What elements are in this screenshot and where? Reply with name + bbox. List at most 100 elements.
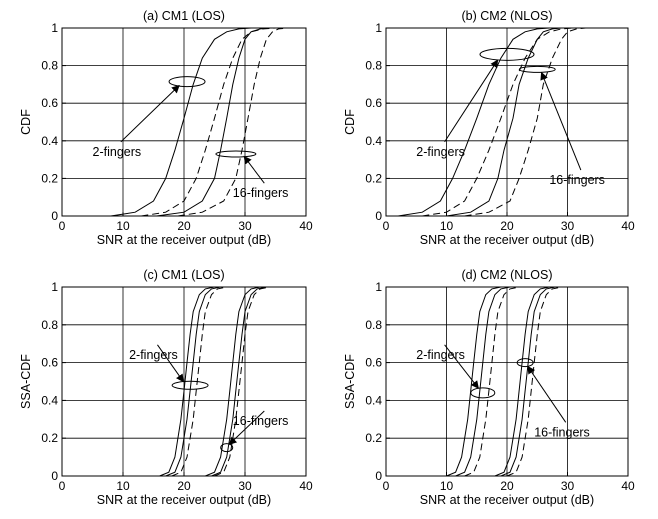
annotation-arrow [228, 410, 265, 445]
cdf-curve-2-fingers-solid [446, 286, 502, 477]
x-tick-label: 20 [177, 219, 191, 233]
chart-title: (b) CM2 (NLOS) [462, 9, 553, 23]
y-tick-label: 1 [375, 280, 382, 294]
annotation-ellipse [518, 65, 556, 73]
annotation-arrow [157, 344, 184, 383]
chart-panel-3: (c) CM1 (LOS) 0 10 20 30 40 0 0.2 0.4 0.6 0.8 1 SNR … [19, 268, 313, 507]
y-tick-label: 0 [51, 209, 58, 223]
annotation-arrow [243, 155, 265, 184]
annotation-ellipse [215, 150, 257, 158]
cdf-curve-16-fingers-solid [500, 286, 556, 477]
x-tick-label: 10 [116, 219, 130, 233]
annotation-arrow [540, 71, 582, 171]
cdf-curve-16-fingers-dashed [177, 27, 288, 217]
x-tick-label: 30 [238, 219, 252, 233]
plot-frame [385, 27, 629, 217]
cdf-curve-16-fingers-solid [205, 286, 261, 477]
y-axis-label: CDF [19, 109, 33, 135]
y-tick-label: 0.6 [41, 96, 58, 110]
annotation-ellipse [479, 47, 535, 61]
y-tick-label: 0.6 [41, 356, 58, 370]
x-tick-label: 10 [116, 479, 130, 493]
annotation-arrow [444, 344, 479, 389]
y-tick-label: 0.4 [41, 393, 58, 407]
y-tick-label: 0.6 [365, 356, 382, 370]
annotation-label: 2-fingers [129, 348, 178, 362]
x-tick-label: 40 [621, 479, 635, 493]
cdf-curve-16-fingers-dashed [464, 27, 586, 217]
annotation-arrow [444, 59, 499, 143]
annotation-ellipse [470, 387, 496, 399]
x-tick-label: 0 [383, 219, 390, 233]
x-axis-label: SNR at the receiver output (dB) [420, 233, 594, 247]
y-tick-label: 0.8 [365, 318, 382, 332]
annotation-arrow [120, 84, 180, 143]
cdf-curve-2-fingers-solid [159, 286, 215, 477]
x-tick-label: 40 [299, 219, 313, 233]
y-tick-label: 1 [375, 21, 382, 35]
cdf-curve-16-fingers-solid [446, 27, 562, 217]
cdf-curve-16-fingers-solid [211, 286, 267, 477]
annotation-arrow [527, 365, 567, 423]
annotation-label: 16-fingers [549, 173, 605, 187]
plot-frame [61, 27, 307, 217]
x-tick-label: 30 [561, 219, 575, 233]
y-tick-label: 1 [51, 280, 58, 294]
annotation-label: 2-fingers [416, 145, 465, 159]
x-tick-label: 0 [383, 479, 390, 493]
x-tick-label: 10 [440, 479, 454, 493]
x-tick-label: 20 [500, 479, 514, 493]
y-tick-label: 0.4 [41, 134, 58, 148]
y-tick-label: 1 [51, 21, 58, 35]
cdf-curve-2-fingers-solid [165, 286, 221, 477]
cdf-curve-2-fingers-dashed [422, 27, 574, 217]
y-axis-label: SSA-CDF [343, 354, 357, 409]
annotation-label: 2-fingers [416, 348, 465, 362]
y-tick-label: 0.6 [365, 96, 382, 110]
annotation-label: 16-fingers [534, 425, 590, 439]
y-tick-label: 0.8 [41, 318, 58, 332]
annotation-ellipse [220, 443, 234, 453]
y-tick-label: 0.8 [41, 59, 58, 73]
annotation-label: 16-fingers [233, 186, 289, 200]
plot-frame [385, 286, 629, 477]
annotation-label: 2-fingers [93, 145, 142, 159]
x-tick-label: 0 [59, 219, 66, 233]
plot-frame [61, 286, 307, 477]
y-tick-label: 0.2 [365, 171, 382, 185]
chart-panel-1: (a) CM1 (LOS) 0 10 20 30 40 0 0.2 0.4 0.6 0.8 1 SNR … [19, 9, 313, 247]
x-axis-label: SNR at the receiver output (dB) [97, 233, 271, 247]
chart-title: (a) CM1 (LOS) [143, 9, 225, 23]
chart-panel-2: (b) CM2 (NLOS) 0 10 20 30 40 0 0.2 0.4 0.6 0.8 1 SNR… [343, 9, 635, 247]
cdf-curve-16-fingers-solid [156, 27, 270, 217]
x-tick-label: 40 [621, 219, 635, 233]
x-axis-label: SNR at the receiver output (dB) [97, 493, 271, 507]
cdf-curve-2-fingers-dashed [464, 286, 520, 477]
y-tick-label: 0.2 [41, 431, 58, 445]
y-tick-label: 0.4 [365, 134, 382, 148]
annotation-label: 16-fingers [233, 414, 289, 428]
y-tick-label: 0 [375, 469, 382, 483]
cdf-curve-2-fingers-dashed [171, 286, 227, 477]
y-axis-label: SSA-CDF [19, 354, 33, 409]
x-tick-label: 20 [177, 479, 191, 493]
chart-title: (c) CM1 (LOS) [143, 268, 224, 282]
cdf-curve-16-fingers-solid [494, 286, 550, 477]
y-tick-label: 0.4 [365, 393, 382, 407]
x-tick-label: 0 [59, 479, 66, 493]
x-tick-label: 20 [500, 219, 514, 233]
x-tick-label: 40 [299, 479, 313, 493]
annotation-ellipse [171, 380, 209, 390]
x-tick-label: 10 [440, 219, 454, 233]
cdf-curve-2-fingers-solid [110, 27, 252, 217]
x-tick-label: 30 [561, 479, 575, 493]
y-tick-label: 0.2 [365, 431, 382, 445]
cdf-curve-16-fingers-dashed [214, 286, 270, 477]
chart-panel-4: (d) CM2 (NLOS) 0 10 20 30 40 0 0.2 0.4 0.6 0.8 1 SNR… [343, 268, 635, 507]
annotation-ellipse [168, 76, 206, 88]
cdf-curve-16-fingers-dashed [506, 286, 562, 477]
x-axis-label: SNR at the receiver output (dB) [420, 493, 594, 507]
y-tick-label: 0.8 [365, 59, 382, 73]
y-tick-label: 0 [375, 209, 382, 223]
